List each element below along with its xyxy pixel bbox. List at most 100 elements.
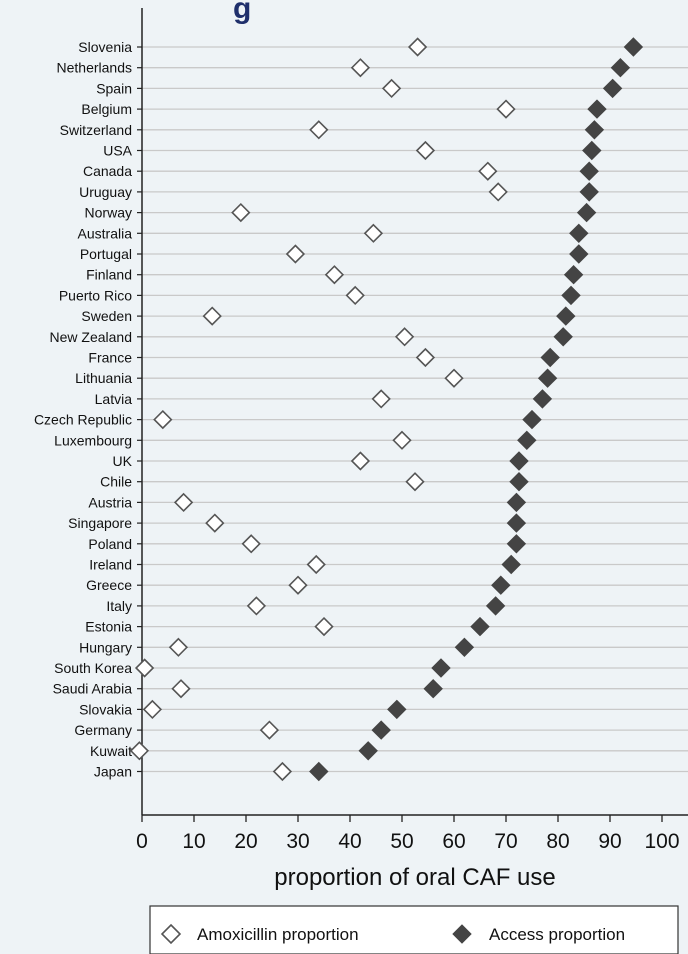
access-point xyxy=(540,347,560,368)
access-point xyxy=(561,285,581,306)
access-point xyxy=(522,409,542,430)
x-tick-label: 10 xyxy=(182,830,205,853)
amoxicillin-point xyxy=(407,37,428,57)
access-point xyxy=(423,678,443,699)
amoxicillin-point xyxy=(288,575,308,595)
country-label: Finland xyxy=(86,267,132,283)
amoxicillin-point xyxy=(488,182,508,202)
country-label: Belgium xyxy=(81,101,132,117)
country-label: Kuwait xyxy=(90,743,132,759)
x-tick-label: 40 xyxy=(338,830,361,853)
chart-title-fragment: g xyxy=(233,0,251,25)
access-point xyxy=(537,368,558,388)
amoxicillin-point xyxy=(142,699,163,720)
country-label: New Zealand xyxy=(50,329,133,345)
amoxicillin-point xyxy=(444,368,464,388)
x-tick-label: 30 xyxy=(286,830,309,853)
country-label: Sweden xyxy=(81,308,132,324)
country-label: Australia xyxy=(78,225,133,241)
country-label: Portugal xyxy=(80,246,132,262)
amoxicillin-point xyxy=(394,327,415,347)
country-label: Ireland xyxy=(89,557,132,573)
country-label: Spain xyxy=(96,80,132,96)
access-point xyxy=(569,244,589,264)
country-label: Latvia xyxy=(95,391,133,407)
country-label: Greece xyxy=(86,577,132,593)
access-point xyxy=(509,451,529,471)
amoxicillin-point xyxy=(392,430,412,450)
country-label: Estonia xyxy=(85,619,132,635)
legend-access-marker xyxy=(452,924,472,944)
access-point xyxy=(517,430,537,451)
access-point xyxy=(576,202,597,223)
country-label: Puerto Rico xyxy=(59,287,132,303)
country-label: Austria xyxy=(88,494,132,510)
access-point xyxy=(358,741,378,761)
x-tick-label: 60 xyxy=(442,830,465,853)
access-point xyxy=(506,534,527,554)
x-tick-label: 80 xyxy=(546,830,569,853)
access-point xyxy=(610,57,631,78)
legend: Amoxicillin proportion Access proportion xyxy=(149,905,679,954)
access-point xyxy=(579,161,599,181)
country-label: Germany xyxy=(74,722,132,738)
amoxicillin-point xyxy=(205,513,225,533)
access-point xyxy=(587,99,607,119)
country-label: Slovakia xyxy=(79,701,132,717)
x-tick-label: 70 xyxy=(494,830,517,853)
country-label: Lithuania xyxy=(75,370,132,386)
amoxicillin-point xyxy=(272,761,293,782)
amoxicillin-point xyxy=(241,534,261,554)
access-point xyxy=(623,37,644,57)
access-point xyxy=(602,78,623,99)
x-tick-label: 20 xyxy=(234,830,257,853)
legend-amoxicillin-label: Amoxicillin proportion xyxy=(197,925,359,944)
country-label: South Korea xyxy=(54,660,132,676)
country-label: USA xyxy=(103,143,132,159)
x-tick-label: 50 xyxy=(390,830,413,853)
amoxicillin-point xyxy=(478,161,498,181)
access-point xyxy=(509,471,529,492)
amoxicillin-point xyxy=(153,409,173,430)
amoxicillin-point xyxy=(363,223,384,243)
amoxicillin-point xyxy=(306,554,326,575)
legend-box xyxy=(149,905,679,954)
country-label: Poland xyxy=(88,536,132,552)
country-label: Italy xyxy=(106,598,132,614)
country-label: Norway xyxy=(85,205,132,221)
access-point xyxy=(470,616,490,637)
access-point xyxy=(532,389,553,409)
country-label: Canada xyxy=(83,163,132,179)
amoxicillin-point xyxy=(246,596,267,616)
access-point xyxy=(506,513,527,533)
amoxicillin-point xyxy=(381,78,402,99)
access-point xyxy=(454,637,475,658)
access-point xyxy=(309,761,329,782)
amoxicillin-point xyxy=(285,244,306,264)
country-label: Slovenia xyxy=(78,39,132,55)
amoxicillin-point xyxy=(405,472,425,492)
access-point xyxy=(485,596,506,616)
access-point xyxy=(579,182,599,202)
access-point xyxy=(569,223,589,244)
x-tick-label: 100 xyxy=(644,830,679,853)
country-label: Switzerland xyxy=(60,122,132,138)
country-label: Hungary xyxy=(79,639,132,655)
amoxicillin-point xyxy=(168,637,189,657)
amoxicillin-point xyxy=(345,285,365,306)
legend-access-label: Access proportion xyxy=(489,925,625,944)
x-axis-title: proportion of oral CAF use xyxy=(274,864,555,891)
x-tick-label: 90 xyxy=(598,830,621,853)
access-point xyxy=(491,575,511,595)
amoxicillin-series xyxy=(129,37,516,782)
country-label: Japan xyxy=(94,764,132,780)
amoxicillin-point xyxy=(314,616,334,637)
amoxicillin-point xyxy=(324,265,345,285)
amoxicillin-point xyxy=(415,347,436,368)
amoxicillin-point xyxy=(171,679,191,699)
amoxicillin-point xyxy=(415,140,436,161)
grid-lines xyxy=(137,46,688,773)
amoxicillin-point xyxy=(129,741,150,761)
amoxicillin-point xyxy=(231,202,251,223)
